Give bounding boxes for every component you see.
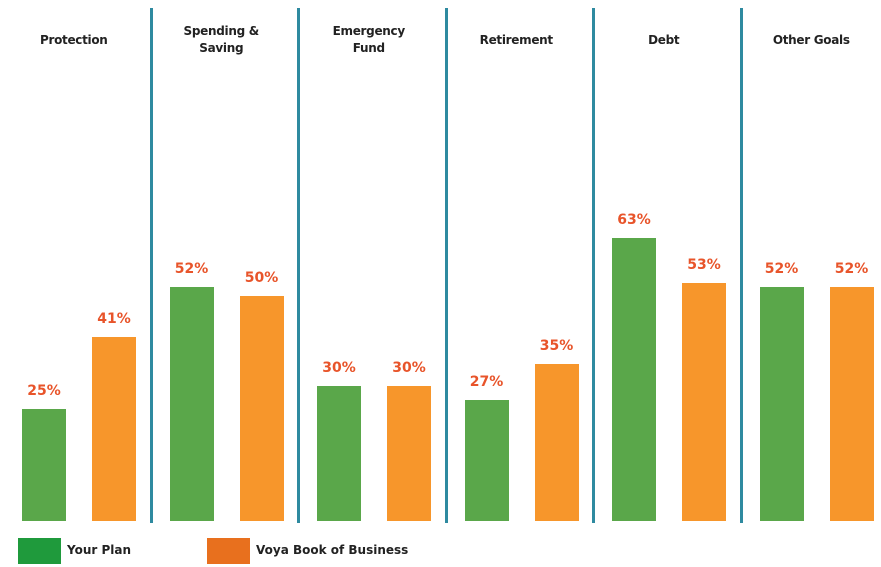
category-label: Emergency Fund [332,24,406,55]
value-label: 52% [764,261,799,277]
category-label: Retirement [479,32,554,47]
panel-divider [739,8,743,523]
category-label: Other Goals [772,32,850,47]
panel-divider [592,8,595,523]
value-label: 50% [244,270,279,286]
panel-divider [149,8,153,523]
bar [612,237,656,521]
legend-swatch [18,538,61,564]
panel-divider [444,8,448,523]
legend-swatch [207,538,250,564]
bar [239,296,284,521]
bar [759,287,804,521]
bar [387,386,431,521]
bar [534,363,579,521]
value-label: 63% [617,211,651,228]
panel-divider [297,8,300,523]
category-label: Spending & Saving [183,24,260,55]
category-label: Debt [648,32,680,47]
bar [169,287,214,521]
value-label: 27% [469,373,504,390]
value-label: 30% [322,360,356,376]
value-label: 30% [392,360,426,376]
value-label: 25% [27,382,61,399]
bar [317,386,361,521]
value-label: 35% [539,337,574,354]
legend-label: Voya Book of Business [256,543,409,557]
category-label: Protection [39,32,108,47]
value-label: 52% [834,261,869,277]
bar [682,282,726,521]
value-label: 53% [687,256,721,273]
bar [22,408,66,521]
bar [464,399,509,521]
value-label: 41% [97,310,131,327]
value-label: 52% [174,261,209,277]
bar [92,336,136,521]
bar [829,287,874,521]
legend-label: Your Plan [67,543,132,557]
